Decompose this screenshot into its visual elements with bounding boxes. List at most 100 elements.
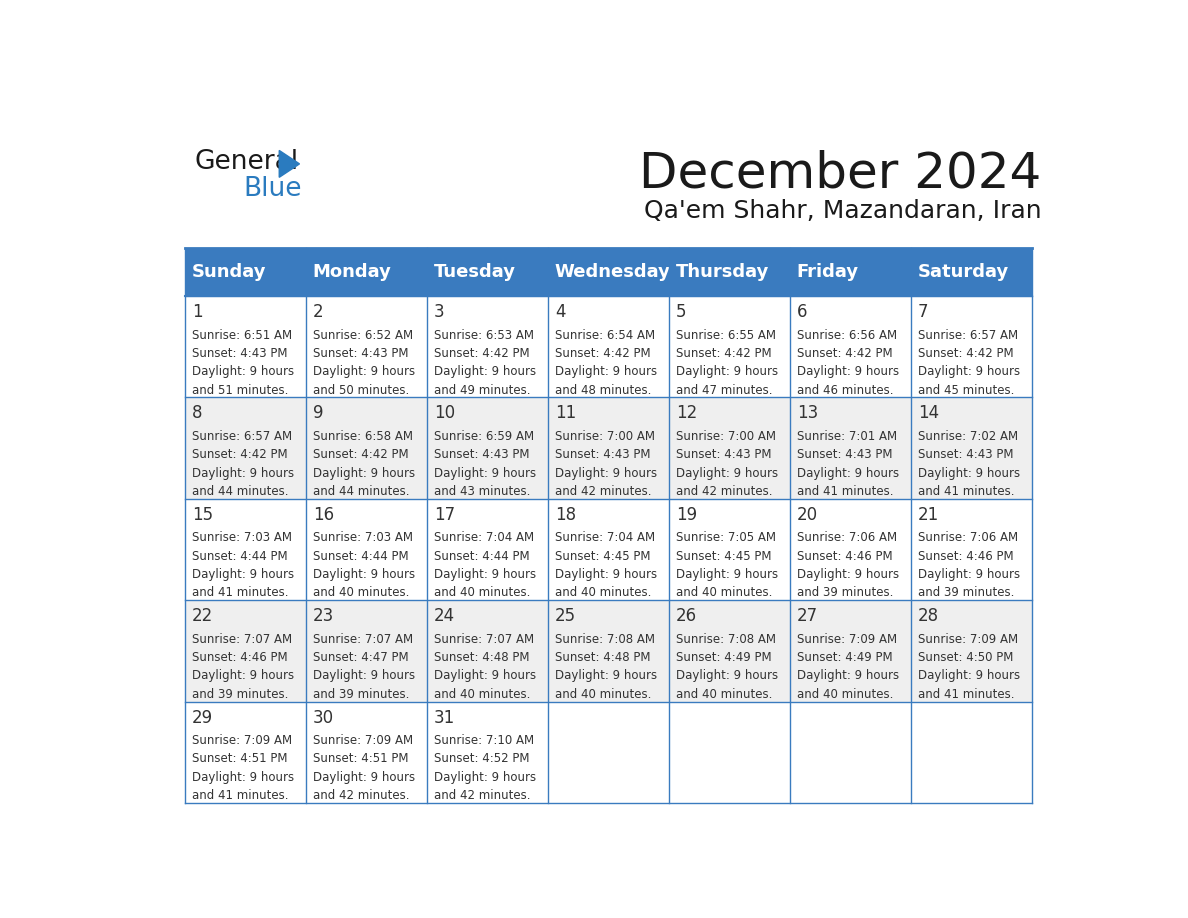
Text: Daylight: 9 hours: Daylight: 9 hours (918, 365, 1020, 378)
Text: Sunset: 4:44 PM: Sunset: 4:44 PM (312, 550, 409, 563)
Text: and 42 minutes.: and 42 minutes. (555, 485, 651, 498)
Text: Sunset: 4:42 PM: Sunset: 4:42 PM (918, 347, 1013, 360)
Text: and 39 minutes.: and 39 minutes. (191, 688, 289, 700)
Bar (911, 297, 1032, 397)
Text: Sunset: 4:42 PM: Sunset: 4:42 PM (797, 347, 892, 360)
Text: and 45 minutes.: and 45 minutes. (918, 384, 1015, 397)
Text: 4: 4 (555, 303, 565, 321)
Text: Sunset: 4:44 PM: Sunset: 4:44 PM (191, 550, 287, 563)
Text: and 44 minutes.: and 44 minutes. (312, 485, 410, 498)
Bar (549, 397, 669, 498)
Text: and 40 minutes.: and 40 minutes. (676, 688, 772, 700)
Text: Friday: Friday (797, 263, 859, 281)
Text: Sunrise: 7:00 AM: Sunrise: 7:00 AM (676, 430, 776, 443)
Text: Sunset: 4:42 PM: Sunset: 4:42 PM (312, 448, 409, 462)
Bar (428, 701, 549, 803)
Text: Daylight: 9 hours: Daylight: 9 hours (191, 466, 293, 480)
Text: and 40 minutes.: and 40 minutes. (555, 587, 651, 599)
Bar (549, 701, 669, 803)
Text: Sunrise: 7:07 AM: Sunrise: 7:07 AM (434, 633, 533, 645)
Text: Sunset: 4:46 PM: Sunset: 4:46 PM (191, 651, 287, 664)
Text: 26: 26 (676, 607, 697, 625)
Text: 12: 12 (676, 405, 697, 422)
Text: and 46 minutes.: and 46 minutes. (797, 384, 893, 397)
Text: 1: 1 (191, 303, 202, 321)
Text: 19: 19 (676, 506, 697, 524)
Text: 3: 3 (434, 303, 444, 321)
Bar (549, 297, 669, 397)
Text: Sunrise: 7:08 AM: Sunrise: 7:08 AM (676, 633, 776, 645)
Bar (185, 701, 307, 803)
Text: Sunrise: 6:54 AM: Sunrise: 6:54 AM (555, 329, 655, 341)
Text: Sunset: 4:51 PM: Sunset: 4:51 PM (312, 753, 409, 766)
Text: 15: 15 (191, 506, 213, 524)
Text: 16: 16 (312, 506, 334, 524)
Text: Daylight: 9 hours: Daylight: 9 hours (676, 669, 778, 682)
Text: and 42 minutes.: and 42 minutes. (676, 485, 772, 498)
Text: Daylight: 9 hours: Daylight: 9 hours (676, 365, 778, 378)
Text: Sunset: 4:50 PM: Sunset: 4:50 PM (918, 651, 1013, 664)
Bar (307, 600, 428, 701)
Text: Daylight: 9 hours: Daylight: 9 hours (918, 669, 1020, 682)
Bar (185, 498, 307, 600)
Bar (911, 397, 1032, 498)
Text: Sunrise: 6:56 AM: Sunrise: 6:56 AM (797, 329, 897, 341)
Text: December 2024: December 2024 (639, 149, 1042, 197)
Text: Daylight: 9 hours: Daylight: 9 hours (797, 466, 899, 480)
Text: Sunrise: 7:01 AM: Sunrise: 7:01 AM (797, 430, 897, 443)
Text: Sunset: 4:49 PM: Sunset: 4:49 PM (797, 651, 892, 664)
Text: 10: 10 (434, 405, 455, 422)
Text: and 41 minutes.: and 41 minutes. (191, 587, 289, 599)
Text: Sunrise: 7:00 AM: Sunrise: 7:00 AM (555, 430, 655, 443)
Text: and 47 minutes.: and 47 minutes. (676, 384, 772, 397)
Bar (669, 397, 790, 498)
Text: Sunrise: 6:52 AM: Sunrise: 6:52 AM (312, 329, 413, 341)
Text: 31: 31 (434, 709, 455, 726)
Text: Sunset: 4:49 PM: Sunset: 4:49 PM (676, 651, 771, 664)
Text: Daylight: 9 hours: Daylight: 9 hours (797, 669, 899, 682)
Text: Sunset: 4:43 PM: Sunset: 4:43 PM (191, 347, 287, 360)
Text: Sunrise: 7:03 AM: Sunrise: 7:03 AM (312, 532, 412, 544)
Bar (911, 600, 1032, 701)
Text: Sunset: 4:43 PM: Sunset: 4:43 PM (434, 448, 530, 462)
Text: Sunrise: 7:09 AM: Sunrise: 7:09 AM (191, 734, 292, 747)
Text: Sunset: 4:42 PM: Sunset: 4:42 PM (434, 347, 530, 360)
Text: 23: 23 (312, 607, 334, 625)
Text: and 48 minutes.: and 48 minutes. (555, 384, 651, 397)
Text: Sunset: 4:42 PM: Sunset: 4:42 PM (191, 448, 287, 462)
Bar (307, 297, 428, 397)
Text: 6: 6 (797, 303, 808, 321)
Bar (790, 498, 911, 600)
Text: Daylight: 9 hours: Daylight: 9 hours (312, 771, 415, 784)
Text: 29: 29 (191, 709, 213, 726)
Text: and 40 minutes.: and 40 minutes. (555, 688, 651, 700)
Text: Daylight: 9 hours: Daylight: 9 hours (555, 669, 657, 682)
Text: Sunset: 4:43 PM: Sunset: 4:43 PM (555, 448, 650, 462)
Text: 24: 24 (434, 607, 455, 625)
Text: Daylight: 9 hours: Daylight: 9 hours (312, 365, 415, 378)
Text: and 39 minutes.: and 39 minutes. (918, 587, 1015, 599)
Text: Sunday: Sunday (191, 263, 266, 281)
Text: Daylight: 9 hours: Daylight: 9 hours (676, 568, 778, 581)
Text: Sunset: 4:46 PM: Sunset: 4:46 PM (797, 550, 892, 563)
Text: Thursday: Thursday (676, 263, 769, 281)
Text: Daylight: 9 hours: Daylight: 9 hours (555, 568, 657, 581)
Text: Sunrise: 7:06 AM: Sunrise: 7:06 AM (918, 532, 1018, 544)
Text: Sunrise: 7:07 AM: Sunrise: 7:07 AM (312, 633, 413, 645)
Text: Daylight: 9 hours: Daylight: 9 hours (434, 365, 536, 378)
Text: 13: 13 (797, 405, 819, 422)
Text: Sunrise: 6:53 AM: Sunrise: 6:53 AM (434, 329, 533, 341)
Text: and 43 minutes.: and 43 minutes. (434, 485, 530, 498)
Text: Sunset: 4:44 PM: Sunset: 4:44 PM (434, 550, 530, 563)
Text: 9: 9 (312, 405, 323, 422)
Text: Daylight: 9 hours: Daylight: 9 hours (797, 568, 899, 581)
Bar (428, 297, 549, 397)
Text: Sunrise: 7:09 AM: Sunrise: 7:09 AM (918, 633, 1018, 645)
Text: 27: 27 (797, 607, 817, 625)
Text: Qa'em Shahr, Mazandaran, Iran: Qa'em Shahr, Mazandaran, Iran (644, 198, 1042, 222)
Bar (307, 498, 428, 600)
Text: and 40 minutes.: and 40 minutes. (434, 587, 530, 599)
Text: and 50 minutes.: and 50 minutes. (312, 384, 409, 397)
Text: Sunrise: 7:07 AM: Sunrise: 7:07 AM (191, 633, 292, 645)
Text: Sunrise: 6:57 AM: Sunrise: 6:57 AM (191, 430, 292, 443)
